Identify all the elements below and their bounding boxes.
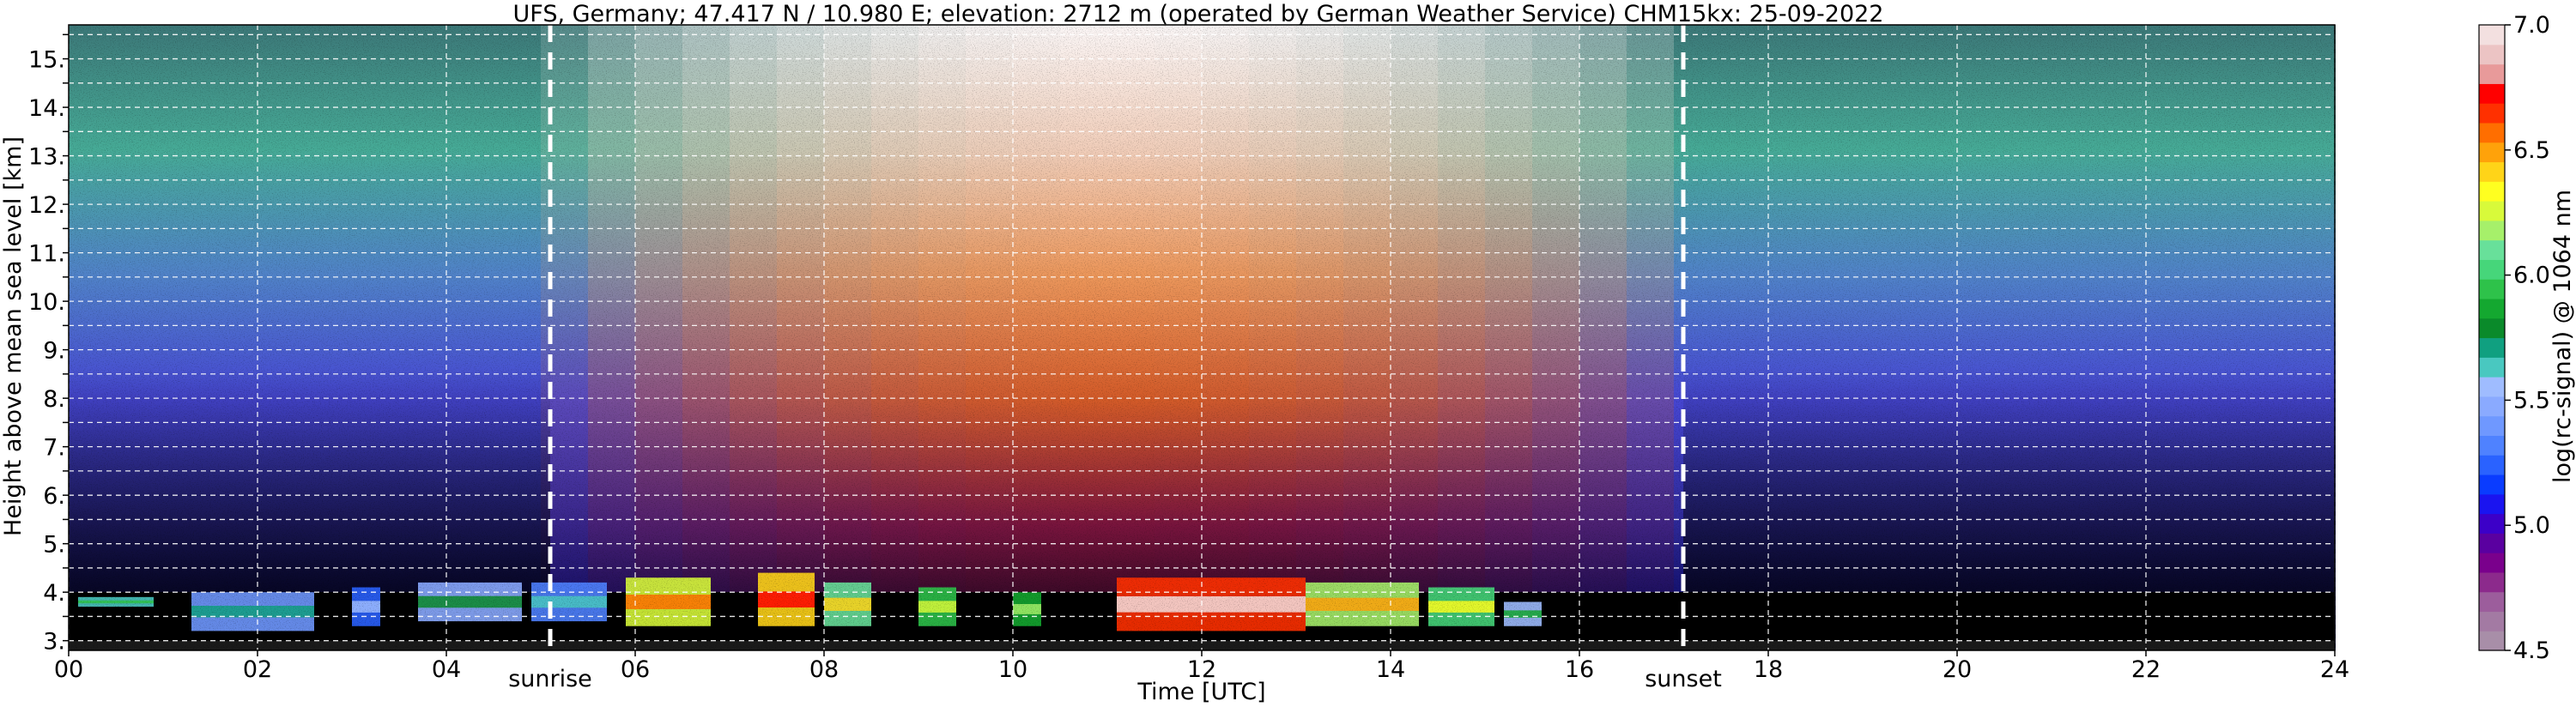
- colorbar-segment: [2479, 103, 2505, 124]
- colorbar-segment: [2479, 631, 2505, 651]
- x-tick-label: 18: [1754, 656, 1783, 683]
- colorbar-segment: [2479, 161, 2505, 182]
- y-tick-label: 6.: [43, 483, 65, 510]
- colorbar-segment: [2479, 122, 2505, 143]
- colorbar-segment: [2479, 396, 2505, 417]
- x-tick-label: 14: [1376, 656, 1405, 683]
- colorbar-tick-label: 5.0: [2513, 512, 2550, 539]
- colorbar-segment: [2479, 513, 2505, 534]
- colorbar-segment: [2479, 44, 2505, 65]
- colorbar-segment: [2479, 298, 2505, 319]
- y-tick-label: 9.: [43, 338, 65, 365]
- x-tick-label: 16: [1565, 656, 1594, 683]
- colorbar-segment: [2479, 25, 2505, 45]
- colorbar-segment: [2479, 337, 2505, 358]
- grid: [68, 25, 2336, 650]
- colorbar-segment: [2479, 201, 2505, 221]
- x-tick-label: 00: [54, 656, 83, 683]
- y-tick-label: 12.: [28, 192, 65, 219]
- colorbar-segment: [2479, 63, 2505, 84]
- plot-area: sunrise sunset: [68, 24, 2336, 692]
- colorbar: 4.5 5.0 5.5 6.0 6.5 7.0: [2478, 12, 2550, 664]
- y-tick-label: 15.: [28, 47, 65, 74]
- y-axis-label: Height above mean sea level [km]: [0, 136, 27, 536]
- sun-event-label: sunrise: [508, 666, 592, 692]
- colorbar-tick-label: 7.0: [2513, 12, 2550, 39]
- colorbar-segment: [2479, 259, 2505, 280]
- colorbar-frame: [2478, 24, 2506, 651]
- colorbar-segment: [2479, 474, 2505, 495]
- colorbar-segment: [2479, 553, 2505, 573]
- colorbar-segment: [2479, 357, 2505, 378]
- x-tick-label: 06: [621, 656, 650, 683]
- colorbar-segment: [2479, 239, 2505, 260]
- y-tick-label: 13.: [28, 144, 65, 171]
- colorbar-label: log(rc-signal) @ 1064 nm: [2549, 190, 2576, 483]
- x-tick-label: 04: [432, 656, 461, 683]
- colorbar-segment: [2479, 377, 2505, 397]
- y-axis: 3. 4. 5. 6. 7. 8. 9. 10. 11. 12. 13. 14. 15.: [28, 33, 69, 656]
- x-tick-label: 22: [2131, 656, 2161, 683]
- x-tick-label: 10: [998, 656, 1027, 683]
- x-tick-label: 24: [2320, 656, 2349, 683]
- colorbar-segment: [2479, 142, 2505, 163]
- y-tick-label: 5.: [43, 532, 65, 559]
- y-tick-label: 10.: [28, 289, 65, 316]
- x-axis: 00 02 04 06 08 10 12 14 16 18 20 22 24: [54, 650, 2349, 683]
- colorbar-segment: [2479, 220, 2505, 241]
- colorbar-segment: [2479, 611, 2505, 631]
- y-tick-label: 4.: [43, 580, 65, 607]
- colorbar-segment: [2479, 435, 2505, 456]
- y-tick-label: 3.: [43, 629, 65, 656]
- x-axis-label: Time [UTC]: [1136, 679, 1265, 705]
- chart-title: UFS, Germany; 47.417 N / 10.980 E; eleva…: [513, 1, 1884, 27]
- colorbar-segment: [2479, 83, 2505, 104]
- sun-annotations: sunrise sunset: [508, 25, 1722, 692]
- colorbar-segment: [2479, 279, 2505, 299]
- y-tick-label: 7.: [43, 435, 65, 462]
- colorbar-segment: [2479, 317, 2505, 339]
- x-tick-label: 20: [1943, 656, 1972, 683]
- colorbar-segment: [2479, 591, 2505, 613]
- colorbar-segment: [2479, 533, 2505, 553]
- colorbar-tick-label: 6.0: [2513, 263, 2550, 289]
- sun-event-label: sunset: [1645, 666, 1722, 692]
- colorbar-tick-label: 4.5: [2513, 638, 2550, 664]
- x-tick-label: 12: [1187, 656, 1216, 683]
- colorbar-tick-label: 5.5: [2513, 387, 2550, 414]
- y-tick-label: 14.: [28, 95, 65, 122]
- colorbar-segment: [2479, 181, 2505, 202]
- colorbar-tick-label: 6.5: [2513, 137, 2550, 164]
- colorbar-segment: [2479, 415, 2505, 437]
- y-tick-label: 8.: [43, 386, 65, 413]
- colorbar-segment: [2479, 493, 2505, 515]
- x-tick-label: 08: [809, 656, 839, 683]
- colorbar-segment: [2479, 571, 2505, 593]
- colorbar-segment: [2479, 455, 2505, 475]
- x-tick-label: 02: [243, 656, 272, 683]
- y-tick-label: 11.: [28, 241, 65, 268]
